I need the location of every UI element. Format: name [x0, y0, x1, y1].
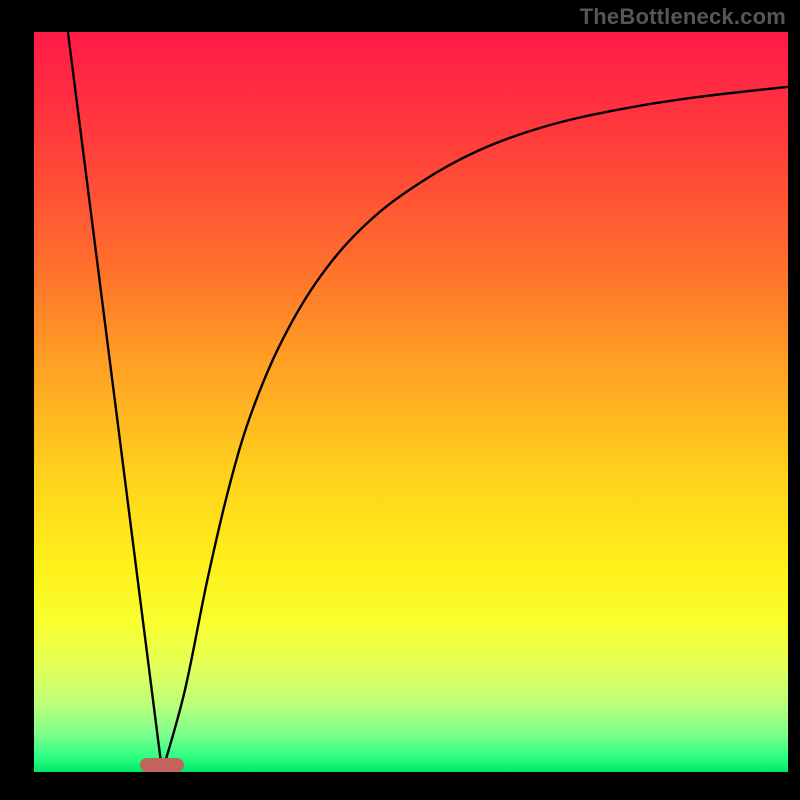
optimal-marker [140, 758, 184, 772]
watermark-text: TheBottleneck.com [580, 4, 786, 30]
chart-frame: TheBottleneck.com [0, 0, 800, 800]
plot-area [34, 32, 788, 772]
bottleneck-curve [34, 32, 788, 772]
